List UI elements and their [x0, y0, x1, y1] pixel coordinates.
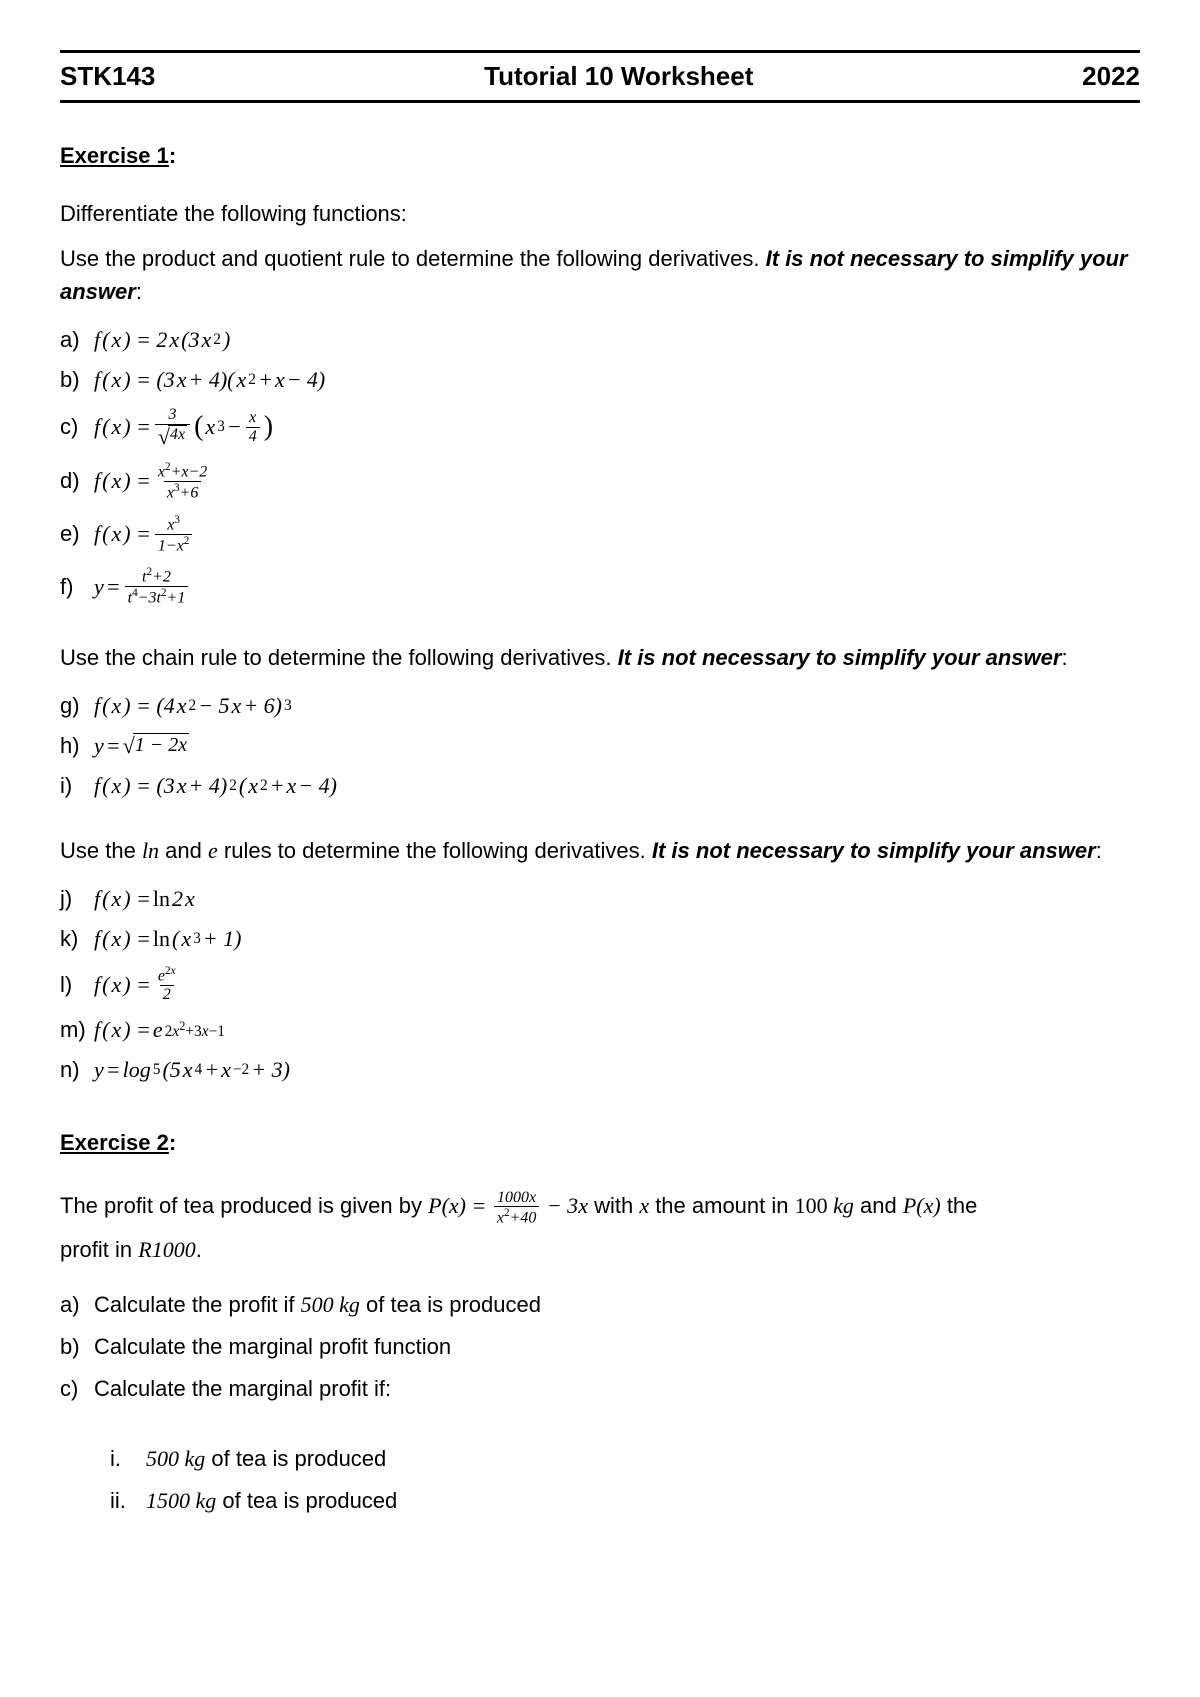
chain-intro-a: Use the chain rule to determine the foll… [60, 645, 618, 670]
ex1-intro-2c: : [136, 279, 142, 304]
course-code: STK143 [60, 61, 155, 92]
expr-e: f(x) = x31−x2 [94, 514, 194, 555]
chain-intro-b: It is not necessary to simplify your ans… [618, 645, 1062, 670]
ex2-item-a: a) Calculate the profit if 500 kg of tea… [60, 1284, 1140, 1326]
sub-text-i: 500 kg of tea is produced [146, 1446, 386, 1472]
ln-intro-d: It is not necessary to simplify your ans… [652, 838, 1096, 863]
ex2-intro-d: and [854, 1193, 903, 1218]
ex1-intro-2: Use the product and quotient rule to det… [60, 242, 1140, 308]
ex2-intro-g: . [196, 1237, 202, 1262]
sub-label-i: i. [110, 1446, 146, 1472]
expr-f: y = t2+2t4−3t2+1 [94, 566, 190, 607]
label-l: l) [60, 972, 94, 998]
label-m: m) [60, 1017, 94, 1043]
ex2-item-c: c) Calculate the marginal profit if: [60, 1368, 1140, 1410]
label-d: d) [60, 468, 94, 494]
item-h: h) y = √1 − 2x [60, 726, 1140, 766]
expr-h: y = √1 − 2x [94, 733, 189, 759]
ex2-list: a) Calculate the profit if 500 kg of tea… [60, 1284, 1140, 1410]
ex2-sub-ii: ii. 1500 kg of tea is produced [110, 1480, 1140, 1522]
ex2-label-a: a) [60, 1292, 94, 1318]
ln-intro-c: rules to determine the following derivat… [218, 838, 652, 863]
expr-n: y = log5(5x4 + x−2 + 3) [94, 1057, 290, 1083]
item-k: k) f(x) = ln(x3 + 1) [60, 919, 1140, 959]
ex2-label-c: c) [60, 1376, 94, 1402]
exercise-1-title: Exercise 1: [60, 143, 1140, 169]
exercise-2-title: Exercise 2: [60, 1130, 1140, 1156]
expr-l: f(x) = e2x2 [94, 965, 181, 1004]
chain-intro-c: : [1061, 645, 1067, 670]
ex2-sub-list: i. 500 kg of tea is produced ii. 1500 kg… [110, 1438, 1140, 1522]
ex1-chain-intro: Use the chain rule to determine the foll… [60, 641, 1140, 674]
item-c: c) f(x) = 3√4x (x3 − x4) [60, 400, 1140, 455]
ex2-text-c: Calculate the marginal profit if: [94, 1376, 391, 1402]
item-g: g) f(x) = (4x2 − 5x + 6)3 [60, 686, 1140, 726]
page-header: STK143 Tutorial 10 Worksheet 2022 [60, 50, 1140, 103]
sub-text-ii: 1500 kg of tea is produced [146, 1488, 397, 1514]
ex1-ln-intro: Use the ln and e rules to determine the … [60, 834, 1140, 867]
item-f: f) y = t2+2t4−3t2+1 [60, 560, 1140, 613]
item-m: m) f(x) = e2x2+3x−1 [60, 1010, 1140, 1050]
expr-m: f(x) = e2x2+3x−1 [94, 1017, 225, 1043]
item-l: l) f(x) = e2x2 [60, 959, 1140, 1010]
x-var: x [639, 1193, 649, 1218]
label-b: b) [60, 367, 94, 393]
expr-d: f(x) = x2+x−2x3+6 [94, 461, 212, 502]
ex1-intro-1: Differentiate the following functions: [60, 197, 1140, 230]
item-a: a) f(x) = 2x(3x2) [60, 320, 1140, 360]
label-j: j) [60, 886, 94, 912]
worksheet-page: STK143 Tutorial 10 Worksheet 2022 Exerci… [0, 0, 1200, 1697]
page-title: Tutorial 10 Worksheet [155, 61, 1082, 92]
expr-k: f(x) = ln(x3 + 1) [94, 926, 241, 952]
e-symbol: e [208, 838, 218, 863]
label-g: g) [60, 693, 94, 719]
ln-intro-a: Use the [60, 838, 142, 863]
ex2-intro: The profit of tea produced is given by P… [60, 1184, 1140, 1272]
expr-i: f(x) = (3x + 4)2(x2 + x − 4) [94, 773, 337, 799]
ex2-intro-f: profit in [60, 1237, 138, 1262]
ex2-text-a: Calculate the profit if 500 kg of tea is… [94, 1292, 541, 1318]
label-k: k) [60, 926, 94, 952]
ln-intro-e: : [1096, 838, 1102, 863]
expr-b: f(x) = (3x + 4)(x2 + x − 4) [94, 367, 325, 393]
sub-label-ii: ii. [110, 1488, 146, 1514]
ex2-intro-a: The profit of tea produced is given by [60, 1193, 428, 1218]
ex1-pq-list: a) f(x) = 2x(3x2) b) f(x) = (3x + 4)(x2 … [60, 320, 1140, 613]
label-n: n) [60, 1057, 94, 1083]
ex2-intro-c: the amount in [649, 1193, 795, 1218]
item-i: i) f(x) = (3x + 4)2(x2 + x − 4) [60, 766, 1140, 806]
item-e: e) f(x) = x31−x2 [60, 508, 1140, 561]
exercise-2-label: Exercise 2 [60, 1130, 169, 1155]
item-b: b) f(x) = (3x + 4)(x2 + x − 4) [60, 360, 1140, 400]
year: 2022 [1082, 61, 1140, 92]
label-i: i) [60, 773, 94, 799]
ex1-chain-list: g) f(x) = (4x2 − 5x + 6)3 h) y = √1 − 2x… [60, 686, 1140, 806]
exercise-1-label: Exercise 1 [60, 143, 169, 168]
ex2-intro-e: the [941, 1193, 978, 1218]
item-n: n) y = log5(5x4 + x−2 + 3) [60, 1050, 1140, 1090]
ln-intro-b: and [159, 838, 208, 863]
expr-c: f(x) = 3√4x (x3 − x4) [94, 406, 273, 449]
item-j: j) f(x) = ln 2x [60, 879, 1140, 919]
label-c: c) [60, 414, 94, 440]
ln-symbol: ln [142, 838, 159, 863]
ex1-ln-list: j) f(x) = ln 2x k) f(x) = ln(x3 + 1) l) … [60, 879, 1140, 1090]
label-f: f) [60, 574, 94, 600]
expr-j: f(x) = ln 2x [94, 886, 195, 912]
ex2-sub-i: i. 500 kg of tea is produced [110, 1438, 1140, 1480]
ex2-item-b: b) Calculate the marginal profit functio… [60, 1326, 1140, 1368]
ex2-intro-b: with [588, 1193, 639, 1218]
ex2-label-b: b) [60, 1334, 94, 1360]
item-d: d) f(x) = x2+x−2x3+6 [60, 455, 1140, 508]
expr-g: f(x) = (4x2 − 5x + 6)3 [94, 693, 292, 719]
label-h: h) [60, 733, 94, 759]
expr-a: f(x) = 2x(3x2) [94, 327, 230, 353]
label-a: a) [60, 327, 94, 353]
label-e: e) [60, 521, 94, 547]
ex1-intro-2a: Use the product and quotient rule to det… [60, 246, 766, 271]
ex2-text-b: Calculate the marginal profit function [94, 1334, 451, 1360]
